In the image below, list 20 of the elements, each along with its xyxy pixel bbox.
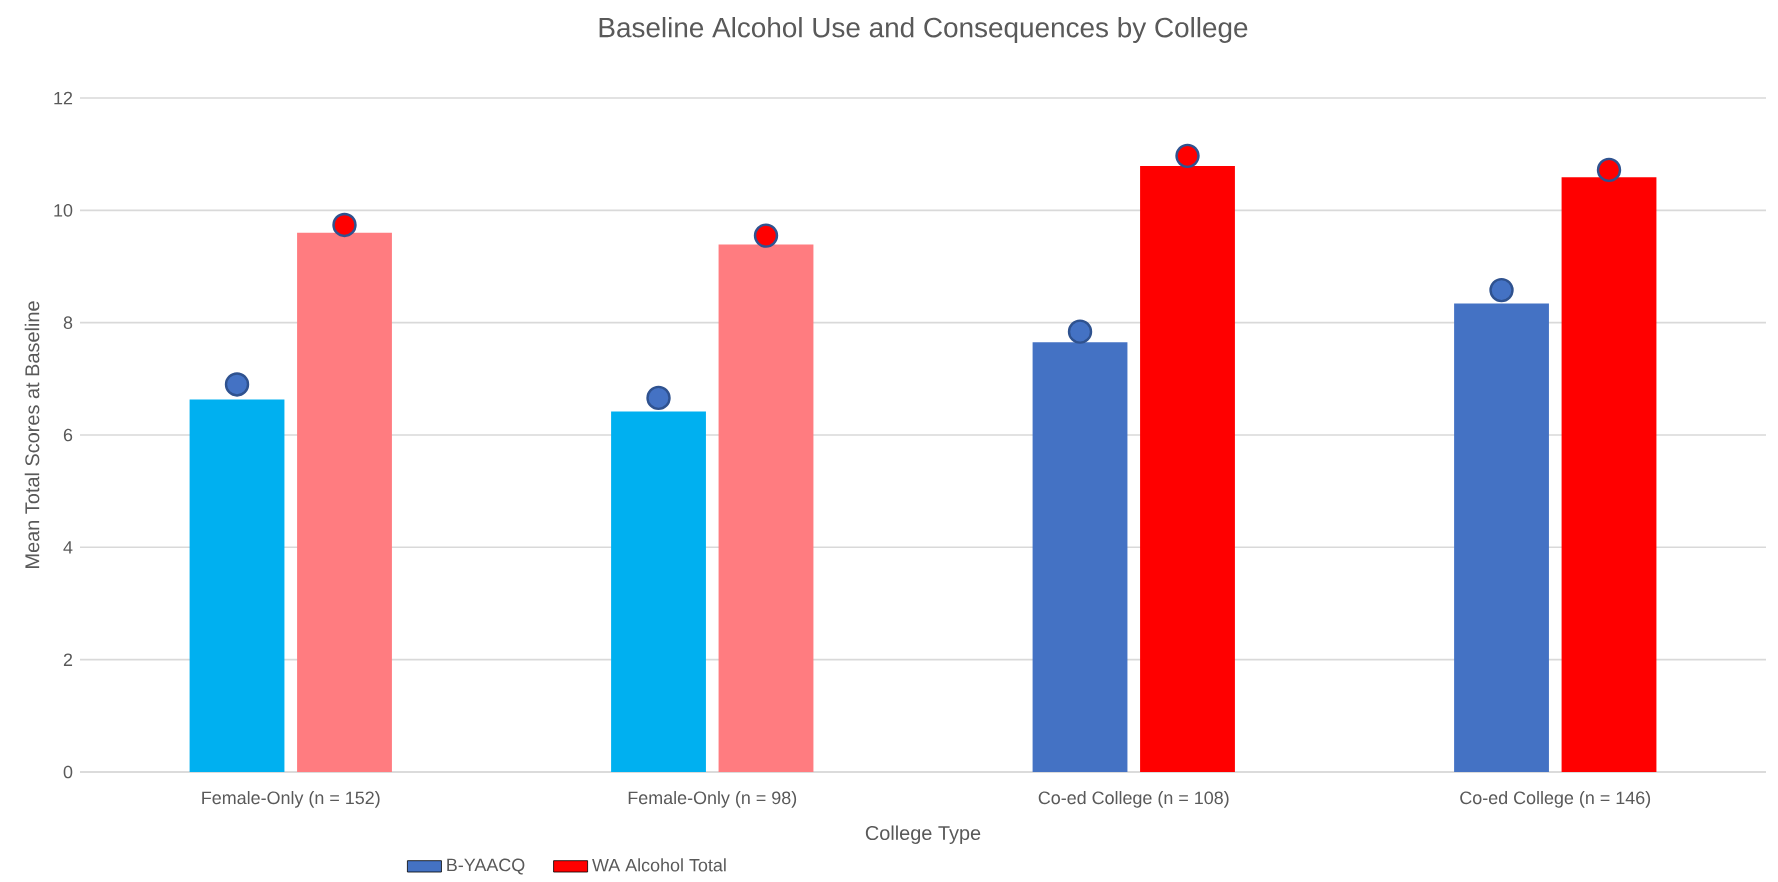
legend-label: B-YAACQ: [447, 858, 525, 875]
bar: [611, 411, 706, 772]
legend-label: WA Alcohol Total: [592, 858, 726, 872]
x-tick-label: Co-ed College (n = 108): [1038, 790, 1229, 808]
x-tick-label: Co-ed College (n = 146): [1460, 790, 1651, 808]
x-axis-title: College Type: [865, 825, 981, 844]
y-tick-label: 0: [63, 765, 73, 779]
y-axis-title: Mean Total Scores at Baseline: [24, 301, 40, 568]
bar: [297, 232, 392, 772]
y-tick-label: 10: [54, 203, 73, 217]
y-tick-label: 4: [63, 540, 73, 554]
bar: [189, 399, 285, 772]
x-tick-label: Female-Only (n = 98): [628, 790, 797, 808]
x-tick-label: Female-Only (n = 152): [202, 790, 380, 808]
y-tick-label: 12: [54, 91, 73, 105]
bar: [718, 244, 814, 772]
y-tick-label: 2: [63, 653, 73, 666]
y-tick-label: 6: [63, 428, 73, 442]
chart-title: Baseline Alcohol Use and Consequences by College: [599, 16, 1248, 43]
y-tick-label: 8: [63, 316, 73, 329]
